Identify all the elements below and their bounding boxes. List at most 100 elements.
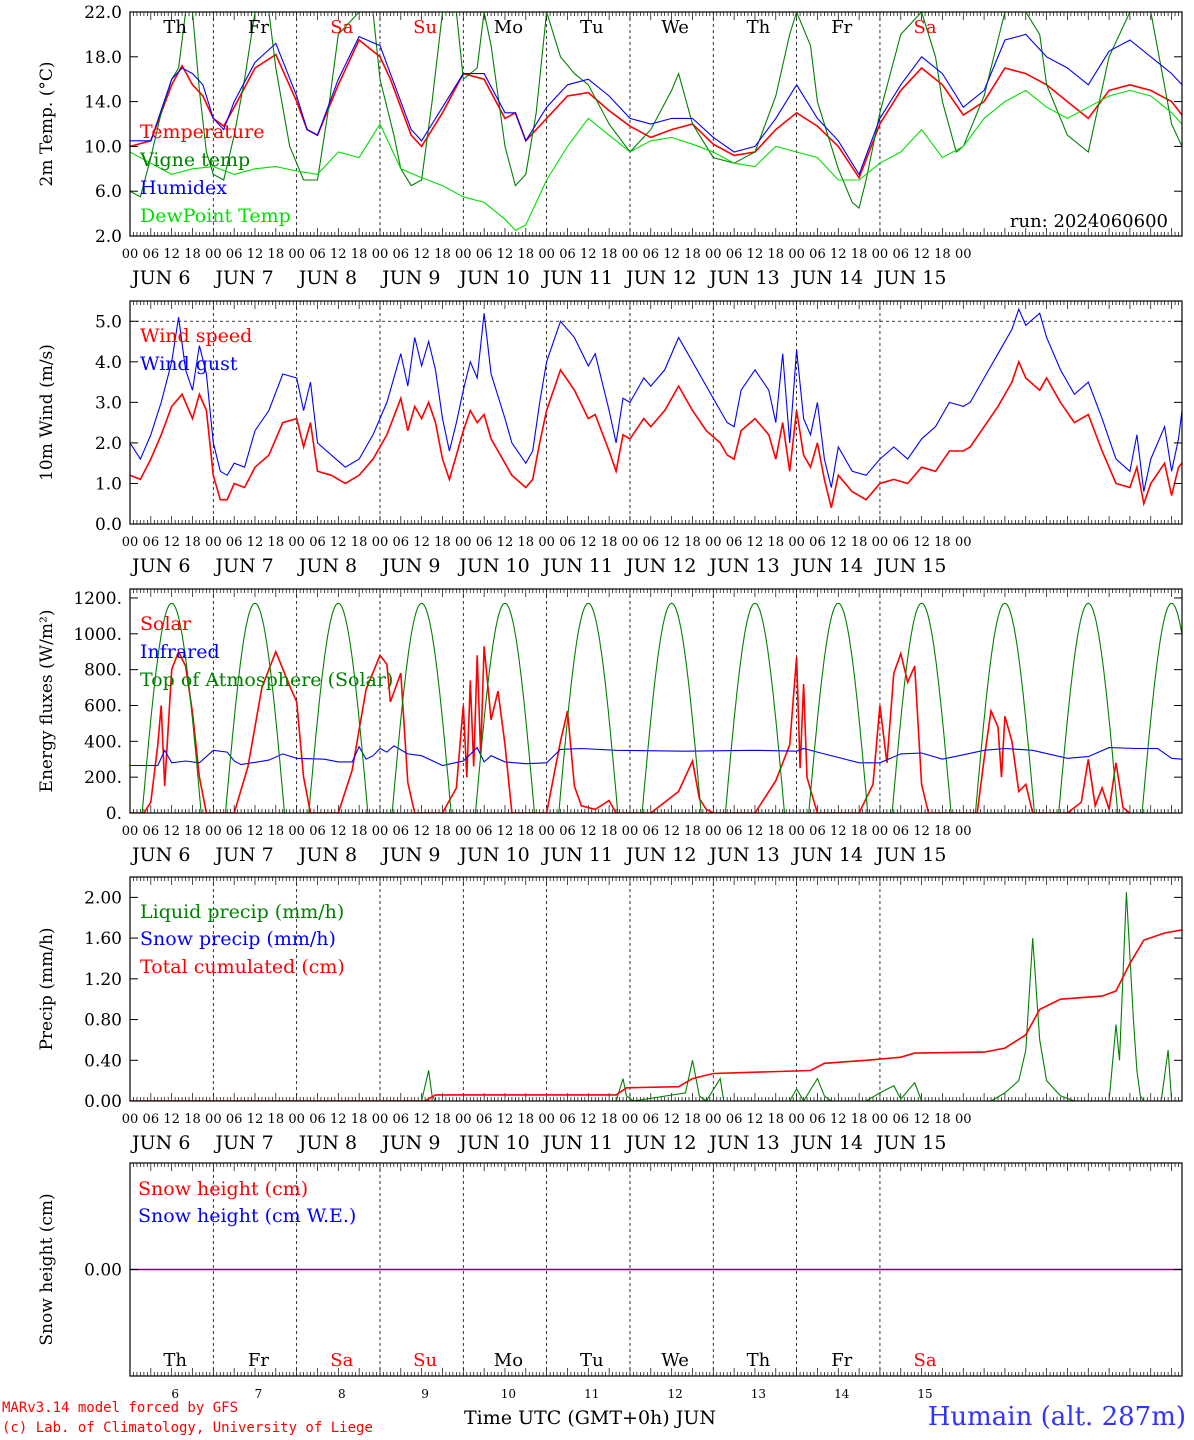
x-hour-label: 00 (955, 1112, 972, 1127)
day-number-label: 15 (917, 1387, 932, 1401)
series-line-wind-speed (130, 359, 1182, 508)
plot-area (130, 892, 1182, 1101)
weekday-label: We (661, 1350, 689, 1371)
x-hour-label: 18 (934, 535, 951, 550)
x-hour-label: 12 (663, 1112, 680, 1127)
x-hour-label: 06 (309, 1112, 326, 1127)
x-date-label: JUN 7 (213, 1132, 273, 1154)
x-hour-label: 06 (726, 824, 743, 839)
x-hour-label: 18 (184, 824, 201, 839)
x-hour-label: 18 (268, 1112, 285, 1127)
x-hour-label: 12 (247, 824, 264, 839)
panel-4: 0.00 0.40 0.80 1.20 1.60 2.00 Precip (mm/h) Liq… (37, 876, 1183, 1154)
x-hour-label: 12 (663, 535, 680, 550)
x-hour-label: 00 (622, 1112, 639, 1127)
x-date-label: JUN 6 (130, 1132, 190, 1154)
panel-frame (129, 300, 1183, 525)
y-tick-label: 1200. (73, 589, 122, 609)
x-hour-label: 00 (955, 247, 972, 262)
x-hour-label: 00 (372, 247, 389, 262)
panel-frame (129, 588, 1183, 814)
series-line-wind-gust (130, 307, 1182, 492)
weekday-label: Th (747, 17, 771, 38)
x-date-label: JUN 6 (130, 555, 190, 577)
y-tick-label: 0.80 (84, 1011, 122, 1031)
x-hour-label: 18 (934, 247, 951, 262)
y-tick-label: 200. (84, 768, 122, 788)
x-hour-label: 12 (163, 535, 180, 550)
x-hour-label: 12 (330, 824, 347, 839)
x-hour-label: 00 (122, 247, 139, 262)
x-hour-label: 18 (518, 824, 535, 839)
x-hour-label: 06 (809, 1112, 826, 1127)
x-hour-label: 12 (497, 247, 514, 262)
x-hour-label: 00 (705, 824, 722, 839)
x-hour-label: 18 (434, 824, 451, 839)
x-hour-label: 12 (913, 1112, 930, 1127)
y-axis-title: 2m Temp. (°C) (37, 61, 57, 186)
x-hour-label: 06 (892, 824, 909, 839)
x-hour-label: 18 (268, 824, 285, 839)
x-hour-label: 00 (288, 247, 305, 262)
x-hour-label: 12 (413, 535, 430, 550)
weekday-label: Fr (248, 17, 269, 38)
x-date-label: JUN 12 (624, 555, 696, 577)
y-axis-title: Snow height (cm) (37, 1193, 57, 1345)
weekday-label: Su (413, 17, 437, 38)
lab-credit-line: (c) Lab. of Climatology, University of L… (2, 1420, 373, 1436)
legend-entry: Wind speed (140, 325, 252, 347)
x-date-label: JUN 12 (624, 844, 696, 866)
plot-area (130, 12, 1182, 232)
x-hour-label: 00 (622, 535, 639, 550)
x-hour-label: 00 (288, 1112, 305, 1127)
x-hour-label: 00 (455, 824, 472, 839)
x-hour-label: 12 (247, 247, 264, 262)
x-hour-label: 18 (851, 824, 868, 839)
y-tick-label: 0.00 (84, 1261, 122, 1281)
x-hour-label: 18 (768, 535, 785, 550)
x-hour-label: 12 (497, 535, 514, 550)
x-hour-label: 06 (892, 247, 909, 262)
y-axis-title: Energy fluxes (W/m²) (37, 610, 57, 793)
x-hour-label: 00 (705, 1112, 722, 1127)
day-number-label: 6 (171, 1387, 179, 1401)
x-hour-label: 00 (205, 1112, 222, 1127)
x-hour-label: 00 (372, 535, 389, 550)
series-line-top-of-atmosphere-solar- (130, 602, 1182, 813)
series-line-dewpoint-temp (130, 89, 1182, 232)
x-hour-label: 12 (497, 1112, 514, 1127)
x-hour-label: 18 (351, 824, 368, 839)
panel-1: 2.0 6.0 10.0 14.0 18.0 22.0 2m Temp. (°C) Tempe… (37, 3, 1183, 289)
x-hour-label: 00 (122, 1112, 139, 1127)
x-hour-label: 00 (372, 824, 389, 839)
x-date-label: JUN 7 (213, 555, 273, 577)
x-hour-label: 18 (434, 535, 451, 550)
x-hour-label: 12 (247, 535, 264, 550)
x-hour-label: 06 (643, 247, 660, 262)
x-date-label: JUN 9 (380, 555, 440, 577)
weekday-label: Mo (494, 1350, 523, 1371)
station-name: Humain (alt. 287m) (927, 1402, 1186, 1432)
model-credit-line: MARv3.14 model forced by GFS (2, 1400, 239, 1416)
x-hour-label: 12 (580, 535, 597, 550)
x-date-label: JUN 8 (297, 1132, 357, 1154)
x-date-label: JUN 11 (541, 844, 613, 866)
x-date-label: JUN 15 (874, 844, 946, 866)
x-hour-label: 18 (351, 535, 368, 550)
legend-entry: Temperature (140, 121, 264, 143)
y-tick-label: 0.00 (84, 1092, 122, 1112)
legend-entry: Snow height (cm W.E.) (138, 1205, 356, 1227)
x-hour-label: 12 (830, 1112, 847, 1127)
panel-2: 0.0 1.0 2.0 3.0 4.0 5.0 10m Wind (m/s) Wind spe… (37, 300, 1183, 577)
legend-entry: Snow height (cm) (138, 1178, 308, 1200)
x-date-label: JUN 9 (380, 267, 440, 289)
x-hour-label: 18 (768, 1112, 785, 1127)
x-date-label: JUN 15 (874, 267, 946, 289)
plot-area (130, 602, 1182, 813)
run-annotation: run: 2024060600 (1010, 211, 1168, 232)
y-tick-label: 5.0 (95, 312, 122, 332)
y-axis-title: 10m Wind (m/s) (37, 344, 57, 481)
day-number-label: 13 (751, 1387, 766, 1401)
x-date-label: JUN 8 (297, 267, 357, 289)
x-hour-label: 00 (705, 247, 722, 262)
